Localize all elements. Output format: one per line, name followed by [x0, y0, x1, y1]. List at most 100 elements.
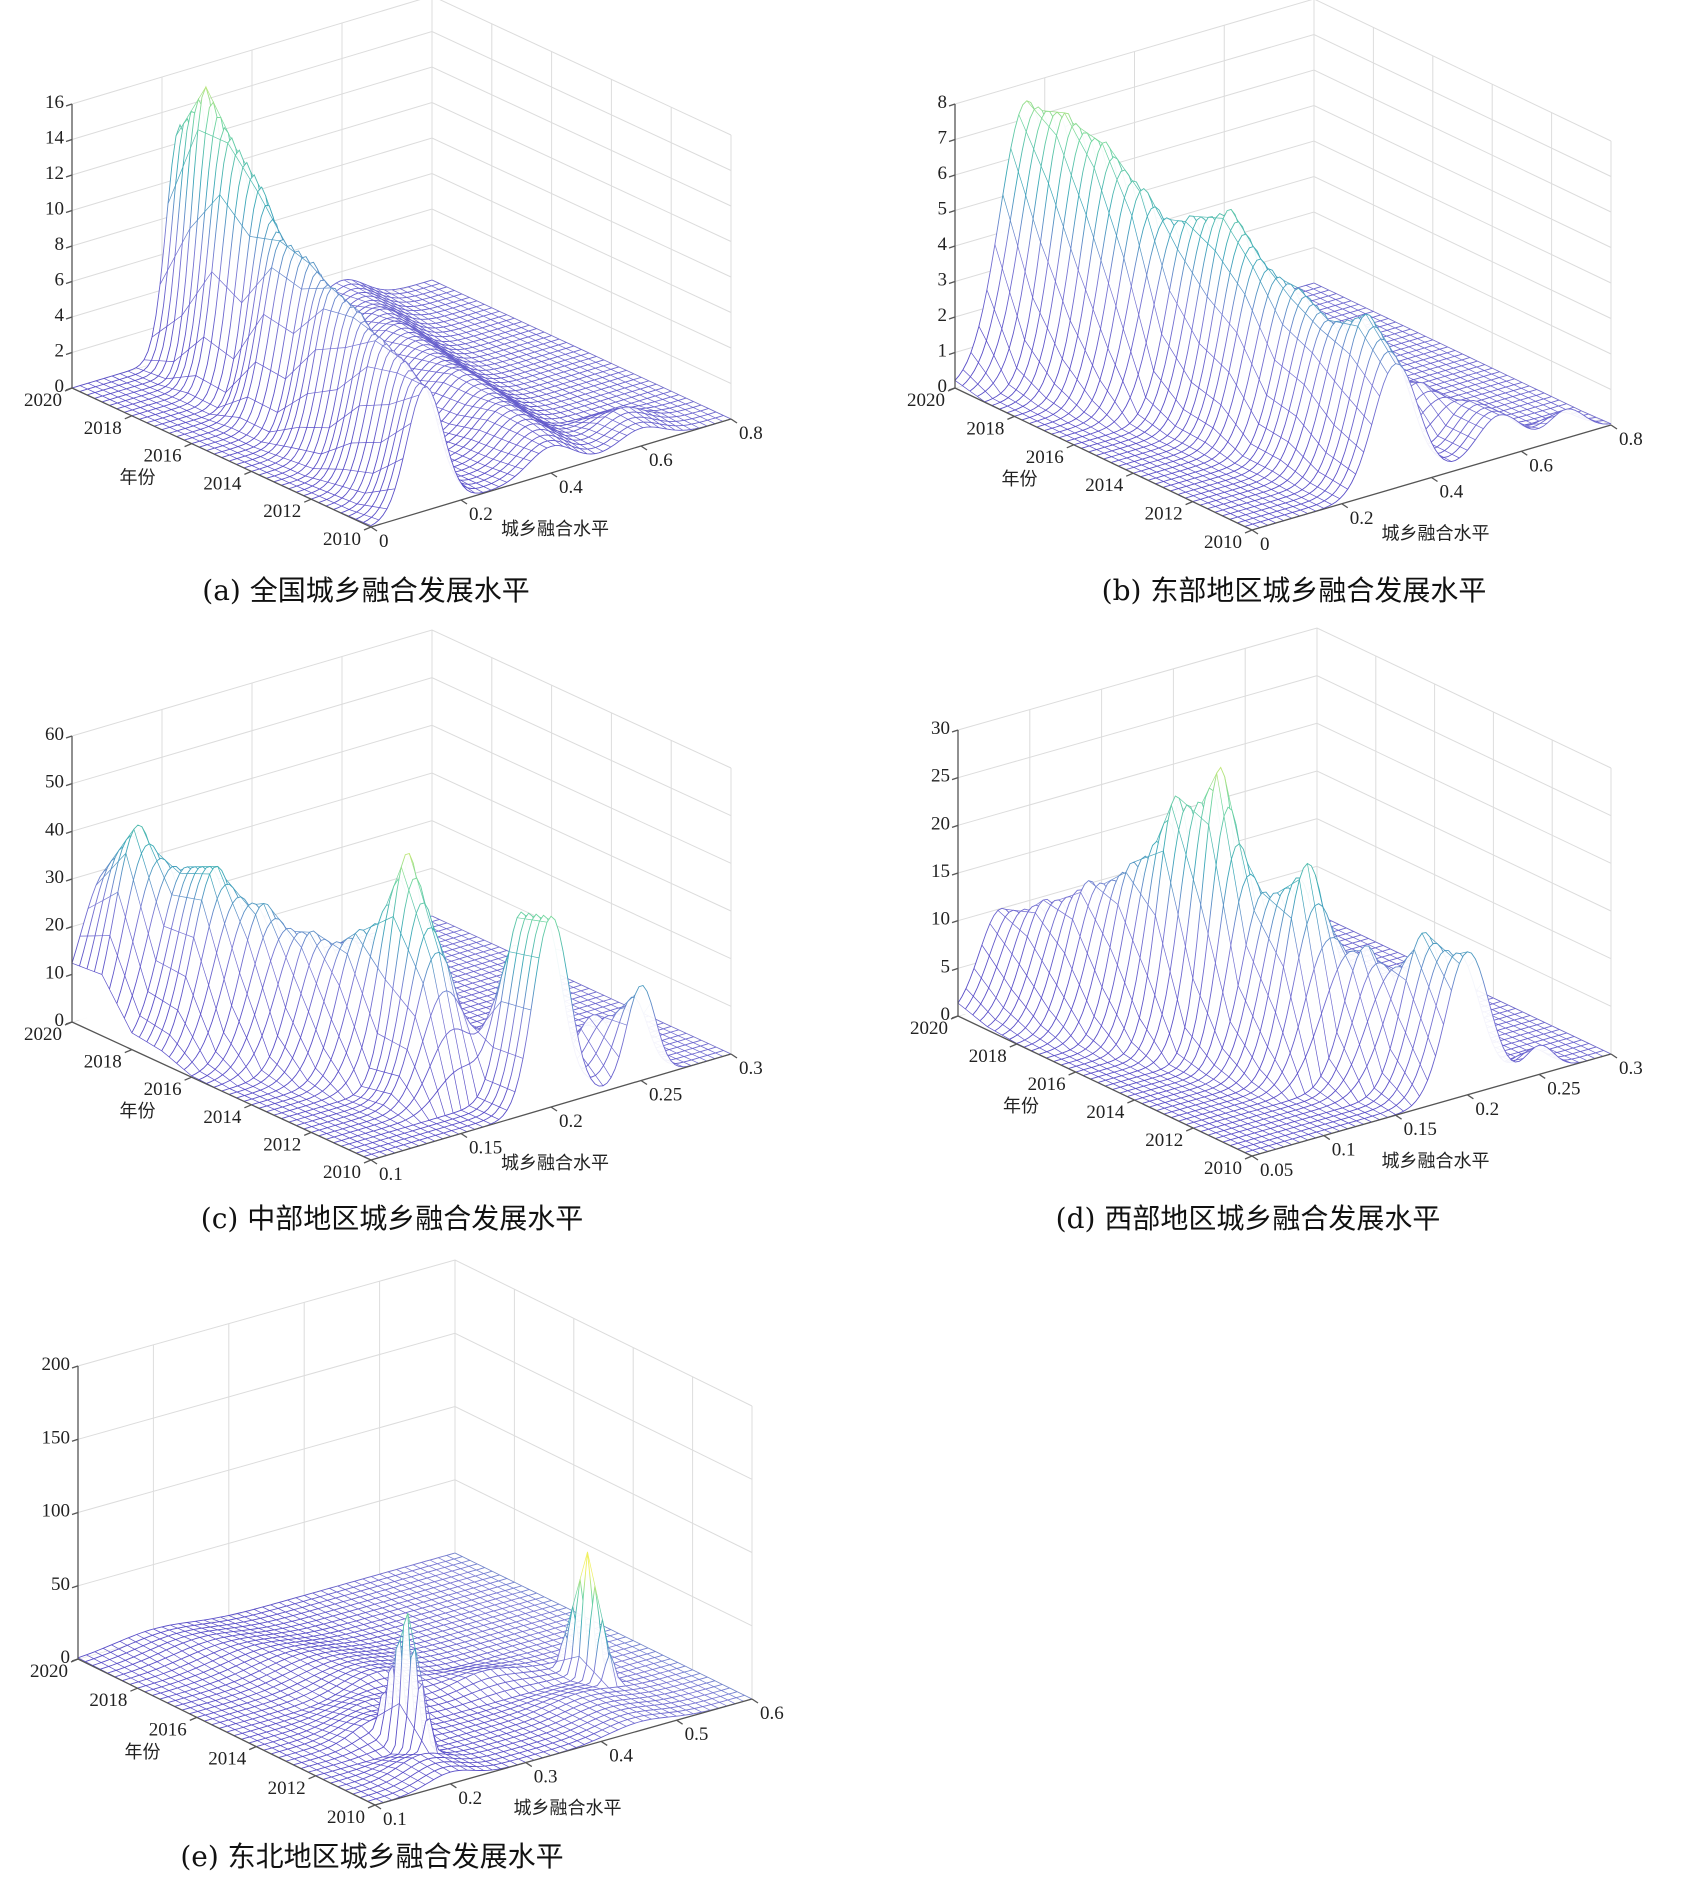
density-surface [71, 824, 732, 1161]
year-tick-label: 2010 [1204, 532, 1242, 553]
year-tick [1125, 472, 1134, 477]
year-tick [124, 415, 133, 420]
slice-fill [1096, 213, 1456, 456]
year-tick-label: 2014 [203, 473, 242, 494]
density-curve-2012.75 [288, 320, 649, 490]
year-axis [957, 1015, 1253, 1157]
density-curve-2020.00 [77, 1552, 456, 1659]
year-tick [244, 1104, 252, 1109]
panel-caption: (e) 东北地区城乡融合发展水平 [180, 1840, 563, 1873]
year-tick-label: 2014 [208, 1749, 247, 1770]
z-tick [65, 209, 73, 214]
density-curve-2017.50 [152, 1589, 530, 1696]
year-tick [303, 1131, 312, 1136]
x-tick [525, 1762, 533, 1768]
density-surface [71, 85, 732, 527]
z-tick-label: 5 [938, 199, 948, 220]
axes: 0 5 10 15 20 25 30 2010 2012 2014 2016 2018 2020 0.05… [910, 718, 1643, 1181]
x-tick-label: 0.25 [1547, 1078, 1580, 1099]
density-curve-2010.25 [367, 1694, 745, 1802]
year-tick [244, 470, 252, 475]
axes: 01234567820102012201420162018202000.20.4… [907, 92, 1643, 555]
gridline-z [957, 675, 1612, 817]
year-tick [1185, 501, 1193, 506]
z-tick [71, 1438, 79, 1442]
z-tick [65, 351, 73, 356]
density-curve-2010.75 [352, 1687, 730, 1795]
density-curve-2013.75 [258, 293, 620, 476]
z-tick-label: 12 [45, 163, 64, 184]
z-tick-label: 4 [55, 305, 65, 326]
slice-fill [1252, 363, 1611, 530]
x-tick-label: 0 [379, 531, 389, 552]
z-tick-label: 150 [42, 1427, 71, 1448]
x-tick [600, 1740, 608, 1746]
z-tick-label: 8 [938, 92, 948, 113]
year-tick-label: 2018 [89, 1690, 127, 1711]
x-tick [374, 1804, 382, 1810]
z-tick [951, 729, 959, 733]
year-tick-label: 2012 [268, 1778, 306, 1799]
density-curve-2010.50 [359, 1691, 738, 1799]
z-tick-label: 2 [55, 341, 65, 362]
density-curve-2018.25 [129, 1578, 508, 1685]
z-tick-label: 6 [55, 270, 65, 291]
z-tick [65, 103, 73, 107]
z-tick [948, 174, 956, 178]
year-tick-label: 2010 [323, 1162, 361, 1183]
density-surface [957, 766, 1612, 1157]
density-curve-2017.25 [159, 1592, 537, 1700]
x-tick [1251, 1155, 1259, 1161]
year-tick [367, 1804, 376, 1809]
x-tick [1341, 503, 1349, 509]
z-tick-label: 0 [938, 376, 948, 397]
panel-e: 0 50 100 150 200 2010 2012 2014 2016 2018 2020 0.1 0… [30, 1259, 784, 1873]
year-tick [1066, 444, 1075, 449]
density-curve-2010.50 [355, 377, 717, 520]
z-tick-label: 7 [938, 128, 948, 149]
slice-fill [1110, 221, 1470, 463]
year-tick [1009, 1043, 1018, 1048]
x-tick-label: 0.25 [649, 1085, 682, 1106]
panel-caption: (c) 中部地区城乡融合发展水平 [201, 1202, 583, 1235]
year-tick-label: 2020 [907, 390, 945, 411]
z-tick [65, 280, 73, 285]
panel-a: 024681012141620102012201420162018202000.… [24, 0, 763, 607]
z-tick-label: 4 [938, 234, 948, 255]
x-tick-label: 0.6 [760, 1703, 784, 1724]
x-tick [370, 1159, 378, 1165]
slice-fill [311, 952, 672, 1133]
density-curve-2011.50 [1207, 966, 1568, 1136]
z-tick-label: 1 [938, 341, 948, 362]
density-curve-2013.25 [273, 306, 634, 483]
x-tick [730, 1053, 738, 1059]
slice-fill [1125, 246, 1485, 470]
z-tick [948, 316, 956, 320]
slice-fill [181, 1604, 559, 1711]
z-tick [65, 735, 73, 739]
density-curve-2013.50 [266, 300, 627, 479]
year-tick [1185, 1127, 1194, 1132]
z-tick-label: 200 [42, 1354, 71, 1375]
x-tick-label: 0.4 [1440, 482, 1464, 503]
year-tick [363, 526, 372, 531]
slice-fill [1230, 943, 1589, 1146]
slice-fill [1119, 843, 1479, 1093]
x-tick [450, 1783, 457, 1789]
year-tick-label: 2012 [1145, 1130, 1183, 1151]
x-tick [550, 472, 558, 478]
z-tick [71, 1511, 79, 1516]
panel-caption: (d) 西部地区城乡融合发展水平 [1056, 1202, 1441, 1235]
density-curve-2018.75 [114, 1570, 493, 1678]
gridline-z [71, 30, 732, 171]
density-curve-2016.50 [181, 1603, 560, 1711]
z-tick [65, 316, 73, 320]
x-axis-label: 城乡融合水平 [514, 1798, 622, 1819]
z-tick [951, 967, 959, 971]
year-tick [184, 1076, 192, 1081]
x-tick [1323, 1135, 1331, 1141]
year-tick-label: 2010 [1204, 1158, 1242, 1179]
year-tick [947, 387, 956, 392]
density-curve-2019.00 [107, 1567, 485, 1674]
slice-fill [1097, 788, 1457, 1083]
